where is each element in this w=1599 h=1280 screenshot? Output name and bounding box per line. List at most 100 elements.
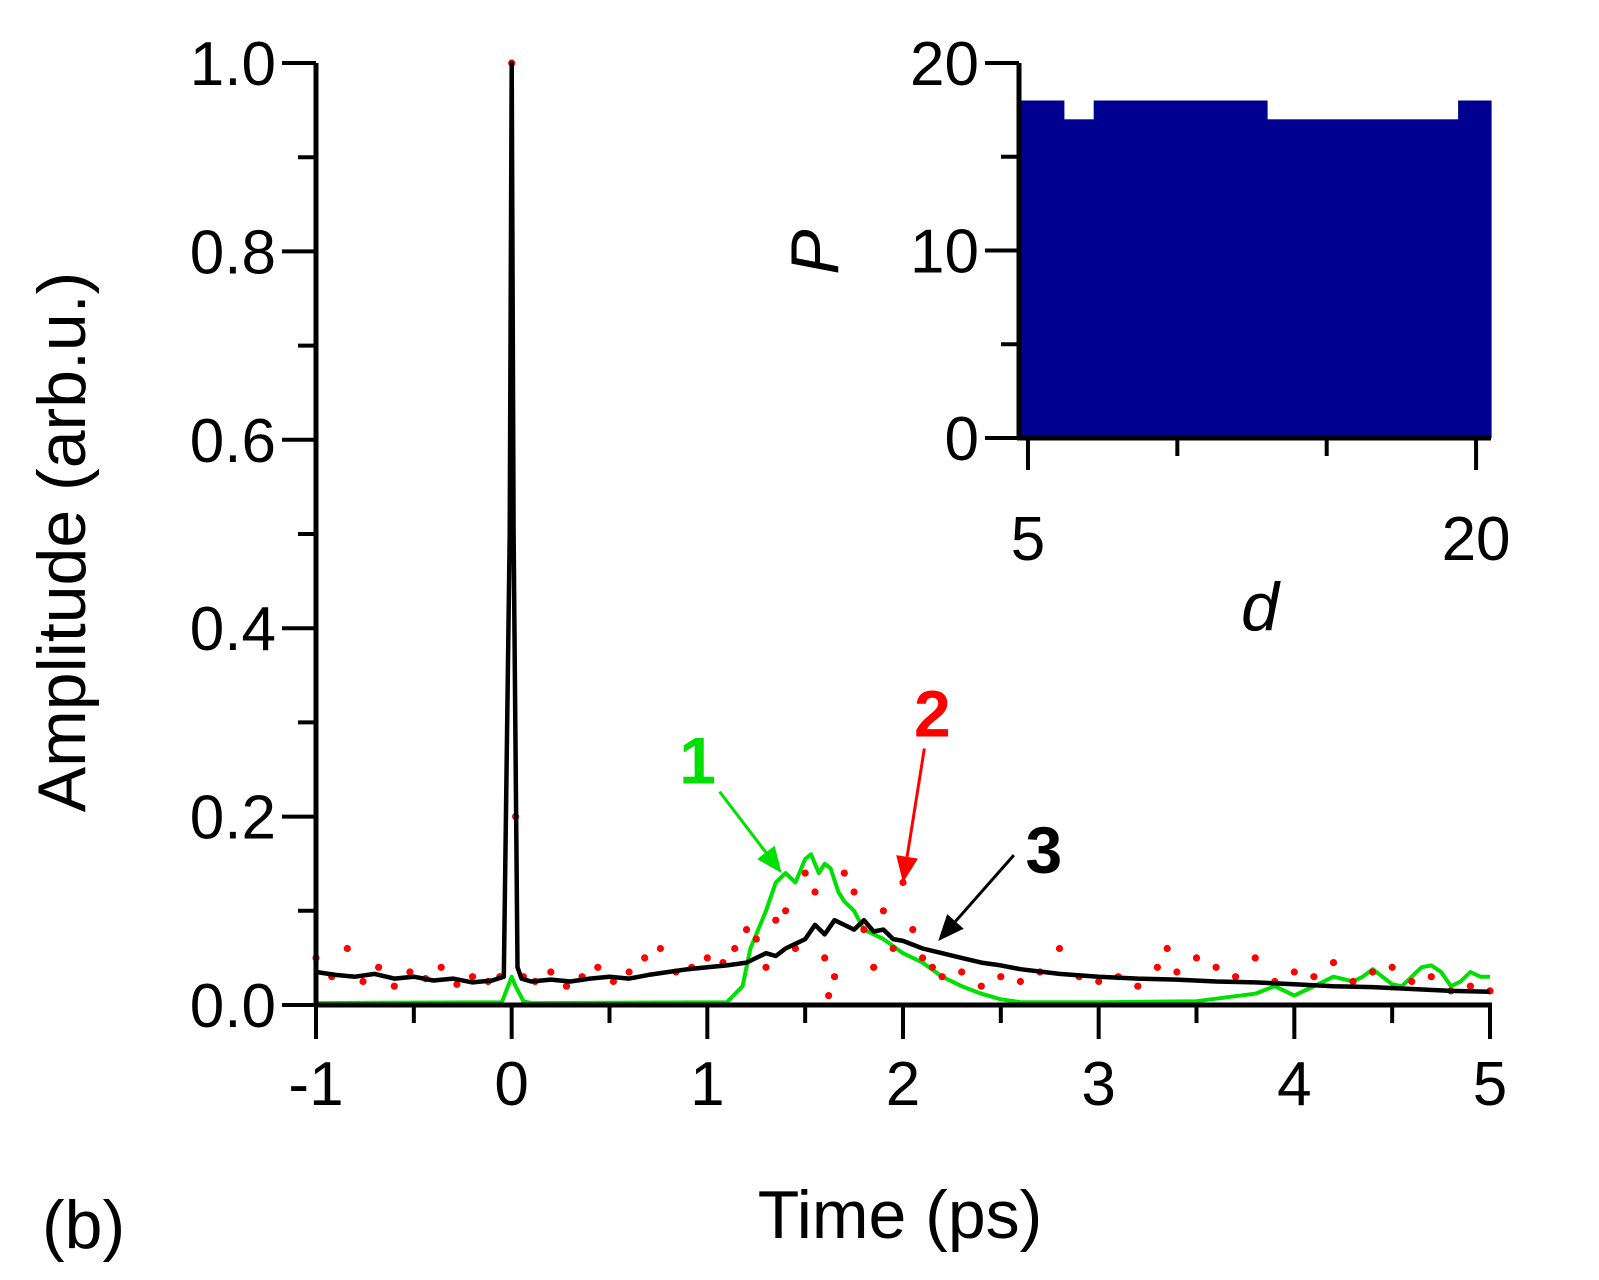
series-2-point: [801, 869, 809, 877]
series-2-point: [359, 977, 367, 986]
main-y-tick-label: 0.8: [190, 218, 276, 287]
series-3-line: [315, 60, 1491, 995]
inset-bar: [1266, 119, 1459, 439]
main-x-tick-label: 1: [690, 1050, 724, 1119]
series-2-point: [437, 963, 445, 971]
series-2-point: [1251, 954, 1259, 962]
series-2-point: [390, 982, 398, 990]
annotation-arrowhead-1: [757, 845, 782, 874]
series-2-point: [742, 926, 751, 934]
series-2-point: [772, 916, 780, 924]
series-2-point: [997, 973, 1005, 981]
series-2-point: [1388, 963, 1396, 971]
series-2-point: [1349, 977, 1357, 986]
series-2-point: [1095, 977, 1103, 986]
inset-y-tick-label: 20: [910, 30, 979, 99]
inset-x-axis-label: d: [1241, 569, 1281, 645]
annotation-arrow-1: [718, 790, 768, 854]
main-x-tick-label: 3: [1081, 1050, 1115, 1119]
series-2-point: [1173, 968, 1181, 976]
series-2-point: [909, 926, 917, 934]
series-2-point: [468, 973, 477, 981]
series-2-point: [870, 963, 878, 971]
annotation-arrowhead-2: [896, 855, 918, 883]
series-2-point: [703, 954, 711, 962]
annotation-arrowhead-3: [938, 914, 964, 941]
series-2-point: [889, 944, 897, 953]
series-2-point: [825, 992, 833, 1000]
main-y-axis-label: Amplitude (arb.u.): [24, 272, 100, 812]
main-x-tick-label: -1: [288, 1050, 343, 1119]
main-series-group: [312, 59, 1494, 1006]
series-2-point: [782, 907, 790, 915]
inset-bar: [1019, 100, 1065, 438]
series-2-point: [1055, 944, 1064, 953]
series-2-point: [1369, 968, 1377, 976]
series-2-point: [562, 982, 571, 990]
series-2-point: [1232, 973, 1240, 981]
series-2-point: [1310, 973, 1318, 981]
inset-bar: [1458, 100, 1492, 438]
series-2-point: [625, 968, 633, 976]
main-chart: -1 0 1 2 3 4 5 0.0 0.2 0.4 0.6 0.8 1.0 Time (ps) Amp…: [24, 30, 1507, 1253]
annotation-arrow-2: [905, 748, 926, 858]
inset-bar: [1063, 119, 1095, 439]
series-2-point: [406, 968, 414, 976]
series-2-point: [860, 926, 868, 934]
inset-x-tick-label: 20: [1442, 505, 1511, 574]
main-y-tick-label: 0.4: [190, 595, 276, 664]
main-y-tick-label: 1.0: [190, 30, 276, 99]
series-2-point: [811, 888, 819, 896]
inset-x-tick-label: 5: [1011, 505, 1045, 574]
series-2-point: [453, 980, 461, 988]
inset-chart: 0 10 20 5 20 d P: [777, 30, 1511, 645]
series-2-point: [1153, 963, 1161, 971]
series-2-point: [762, 963, 770, 971]
series-2-point: [1134, 982, 1142, 990]
inset-y-tick-label: 10: [910, 218, 979, 287]
series-2-point: [1427, 973, 1435, 981]
annotation-arrow-3: [954, 854, 1016, 923]
series-2-point: [375, 963, 383, 971]
inset-bar: [1093, 100, 1268, 438]
inset-y-axis-label: P: [777, 229, 853, 274]
annotation-label-3: 3: [1026, 813, 1063, 887]
main-y-tick-label: 0.2: [190, 784, 276, 853]
inset-bar-group: [1019, 100, 1492, 439]
series-2-point: [919, 954, 927, 962]
inset-y-tick-label: 0: [945, 405, 979, 474]
series-2-point: [343, 944, 351, 953]
annotation-label-1: 1: [679, 724, 716, 798]
series-2-point: [938, 973, 946, 981]
main-y-tick-label: 0.0: [190, 972, 276, 1041]
main-x-tick-label: 0: [494, 1050, 528, 1119]
series-2-point: [1408, 977, 1416, 986]
series-2-point: [1192, 954, 1201, 962]
main-y-tick-label: 0.6: [190, 407, 276, 476]
series-2-point: [1290, 968, 1298, 976]
series-2-point: [977, 982, 985, 990]
series-2-point: [609, 977, 618, 986]
series-2-point: [1016, 977, 1024, 986]
series-2-point: [958, 968, 966, 976]
series-2-point: [641, 954, 649, 962]
series-2-point: [830, 973, 839, 981]
series-2-point: [1329, 959, 1338, 967]
series-2-point: [656, 944, 665, 953]
main-axes: -1 0 1 2 3 4 5 0.0 0.2 0.4 0.6 0.8 1.0: [190, 30, 1507, 1119]
main-x-axis-label: Time (ps): [758, 1177, 1043, 1253]
series-2-point: [840, 869, 848, 877]
annotation-label-2: 2: [914, 677, 951, 751]
annotation-group: 1 2 3: [679, 677, 1062, 941]
main-x-tick-label: 5: [1473, 1050, 1507, 1119]
main-x-tick-label: 4: [1277, 1050, 1311, 1119]
series-2-point: [1212, 963, 1220, 971]
series-2-point: [752, 935, 760, 943]
series-2-point: [928, 963, 937, 971]
series-2-point: [547, 968, 555, 976]
series-2-point: [850, 888, 858, 896]
series-2-point: [821, 954, 829, 962]
series-2-point: [594, 963, 602, 971]
series-2-point: [731, 944, 739, 953]
